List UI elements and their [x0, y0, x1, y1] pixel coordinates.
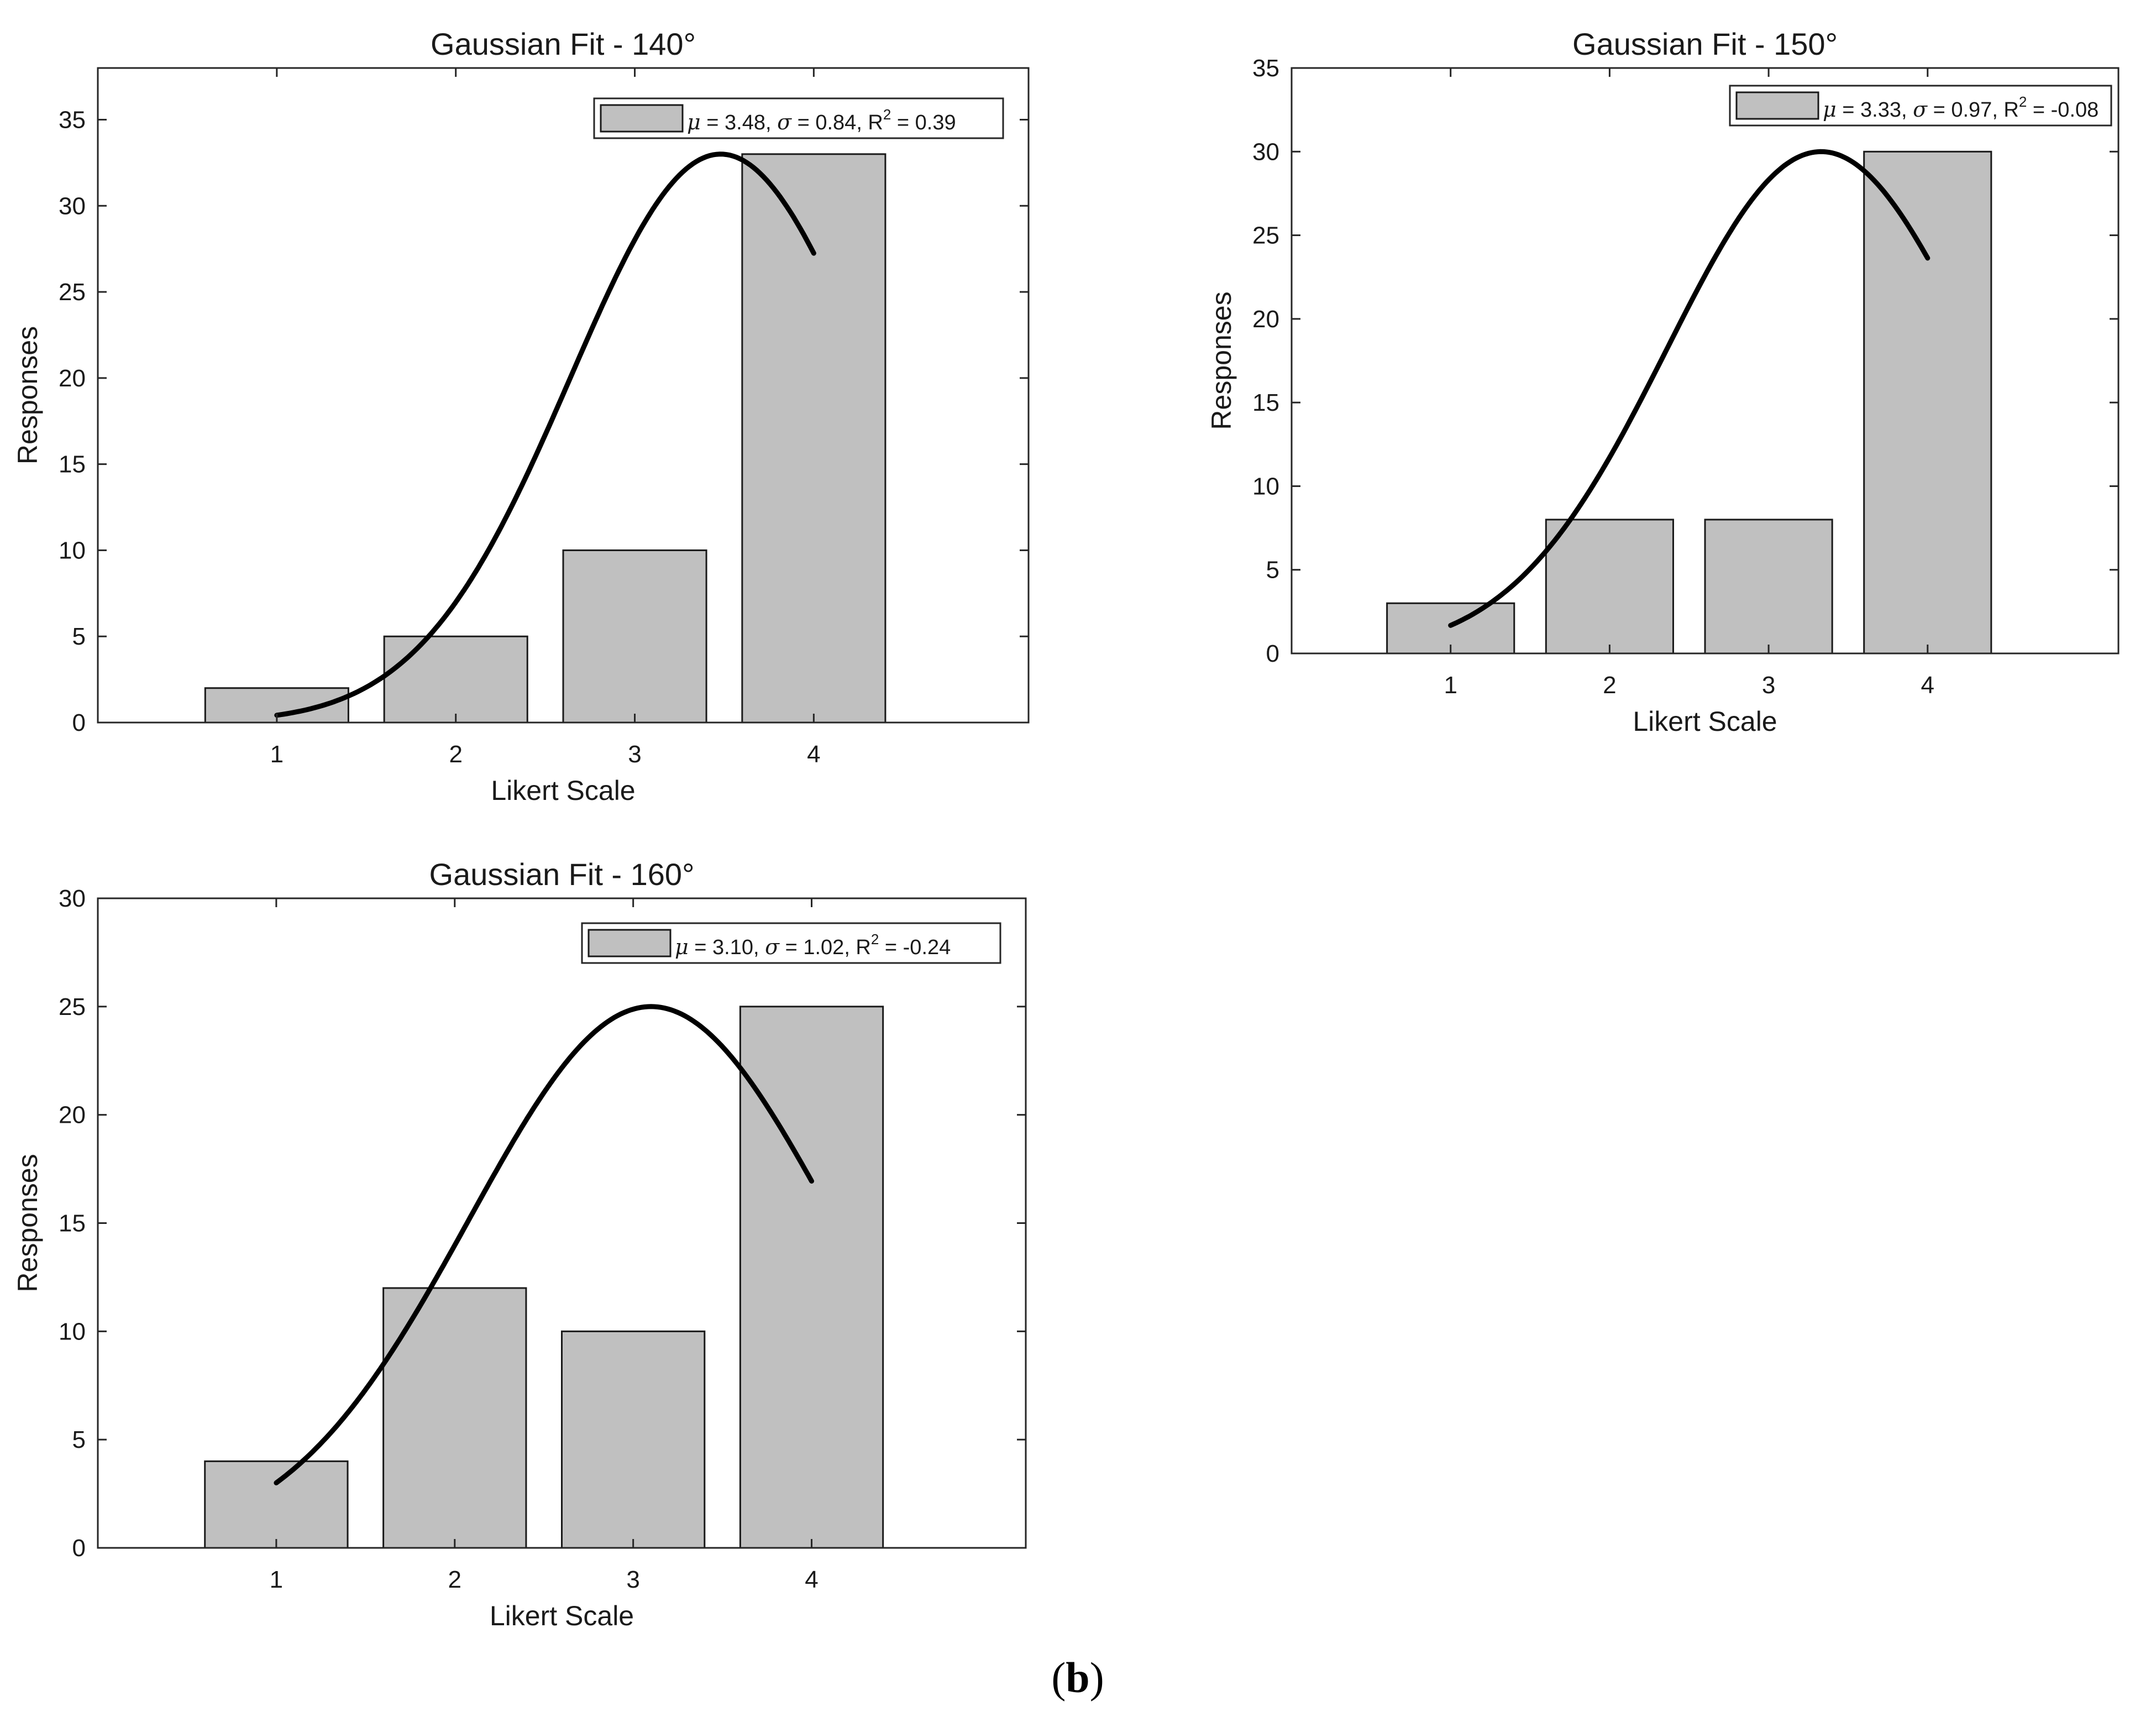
legend-mu-text: = 3.10,: [689, 936, 765, 959]
legend-sup: 2: [871, 931, 879, 948]
caption-close: ): [1089, 1653, 1104, 1702]
axes-box: [97, 67, 1030, 724]
legend-sigma: σ: [777, 110, 792, 134]
x-tick-label: 4: [1921, 672, 1934, 699]
chart-2: 0 5 10 15 20 25 30 35 1 2 3 4 Gaussian Fit - 150° Lik…: [1206, 27, 2120, 737]
legend-sigma-text: = 0.84, R: [791, 111, 883, 134]
y-tick-label: 0: [1266, 640, 1279, 667]
y-tick-label: 5: [1266, 557, 1279, 584]
legend-label: μ = 3.33, σ = 0.97, R2 = -0.08: [1823, 93, 2099, 122]
bar-2: [1545, 519, 1674, 655]
bar-3: [562, 549, 707, 724]
y-tick-label: 0: [72, 1535, 86, 1562]
legend-sup: 2: [883, 106, 891, 123]
y-tick-label: 15: [59, 451, 86, 478]
chart-1: 0 5 10 15 20 25 30 35 1 2 3 4 Gaussian Fit - 140° Lik…: [12, 27, 1030, 806]
chart-3: 0 5 10 15 20 25 30 1 2 3 4 Gaussian Fit - 160° Liker…: [12, 857, 1027, 1631]
legend-sup: 2: [2019, 93, 2027, 110]
x-tick-label: 2: [1603, 672, 1616, 699]
fit-curve: [274, 151, 816, 718]
y-axis-label: Responses: [1206, 291, 1237, 430]
x-tick-label: 2: [448, 1566, 461, 1593]
y-tick-label: 30: [59, 192, 86, 219]
x-tick-label: 1: [270, 741, 284, 768]
y-tick-label: 20: [59, 1102, 86, 1129]
legend-mu-text: = 3.48,: [701, 111, 777, 134]
legend-r2: = -0.08: [2027, 98, 2099, 122]
x-tick-label: 1: [1444, 672, 1457, 699]
x-tick-label: 2: [449, 741, 462, 768]
x-tick-label: 3: [626, 1566, 639, 1593]
bar-3: [561, 1330, 706, 1549]
y-tick-label: 25: [59, 279, 86, 306]
fit-curve: [1448, 149, 1931, 628]
bar-4: [739, 1006, 884, 1549]
legend-label: μ = 3.10, σ = 1.02, R2 = -0.24: [675, 931, 951, 959]
x-axis-label: Likert Scale: [1633, 706, 1777, 737]
y-tick-label: 10: [59, 1318, 86, 1345]
y-tick-label: 25: [59, 993, 86, 1020]
y-tick-label: 35: [1252, 55, 1279, 82]
bar-2: [383, 635, 528, 724]
legend-sigma-text: = 1.02, R: [779, 936, 871, 959]
legend-mu: μ: [675, 935, 689, 959]
y-tick-label: 35: [59, 106, 86, 133]
y-tick-label: 20: [1252, 306, 1279, 333]
legend: μ = 3.10, σ = 1.02, R2 = -0.24: [581, 922, 1001, 964]
bar-3: [1704, 519, 1833, 655]
chart-title: Gaussian Fit - 140°: [431, 27, 696, 61]
bar-4: [741, 153, 886, 724]
x-axis-label: Likert Scale: [490, 1600, 634, 1631]
y-axis-label: Responses: [12, 326, 43, 464]
legend-sigma: σ: [1913, 97, 1928, 122]
chart-title: Gaussian Fit - 160°: [429, 857, 695, 892]
x-tick-label: 3: [1762, 672, 1775, 699]
chart-title: Gaussian Fit - 150°: [1572, 27, 1838, 61]
legend-mu: μ: [1823, 97, 1837, 122]
x-tick-label: 1: [270, 1566, 283, 1593]
y-tick-label: 15: [59, 1210, 86, 1237]
legend: μ = 3.48, σ = 0.84, R2 = 0.39: [593, 97, 1004, 139]
figure-caption: (b): [1051, 1653, 1104, 1703]
bar-1: [204, 1460, 349, 1549]
x-tick-label: 3: [628, 741, 641, 768]
legend-label: μ = 3.48, σ = 0.84, R2 = 0.39: [687, 106, 956, 134]
y-tick-label: 5: [72, 1426, 86, 1453]
y-tick-label: 10: [59, 537, 86, 564]
fit-curve: [274, 1004, 814, 1485]
y-tick-label: 20: [59, 365, 86, 392]
caption-label: b: [1066, 1653, 1090, 1702]
x-tick-label: 4: [805, 1566, 818, 1593]
legend-mu-text: = 3.33,: [1837, 98, 1913, 122]
y-tick-label: 30: [59, 885, 86, 912]
legend-sigma: σ: [765, 935, 780, 959]
legend-r2: = 0.39: [891, 111, 956, 134]
y-tick-label: 10: [1252, 473, 1279, 500]
legend-swatch: [587, 929, 672, 957]
y-tick-label: 5: [72, 623, 86, 650]
y-tick-label: 0: [72, 709, 86, 736]
y-tick-label: 25: [1252, 222, 1279, 249]
x-tick-label: 4: [807, 741, 820, 768]
bar-4: [1863, 150, 1992, 655]
x-axis-label: Likert Scale: [491, 775, 635, 806]
legend-mu: μ: [687, 110, 701, 134]
legend-r2: = -0.24: [879, 936, 951, 959]
y-tick-label: 15: [1252, 389, 1279, 416]
caption-open: (: [1051, 1653, 1066, 1702]
legend: μ = 3.33, σ = 0.97, R2 = -0.08: [1729, 85, 2112, 127]
axes-box: [1291, 67, 2120, 655]
y-axis-label: Responses: [12, 1154, 43, 1292]
y-tick-label: 30: [1252, 138, 1279, 165]
legend-swatch: [1735, 91, 1819, 120]
legend-sigma-text: = 0.97, R: [1927, 98, 2019, 122]
legend-swatch: [600, 104, 684, 133]
